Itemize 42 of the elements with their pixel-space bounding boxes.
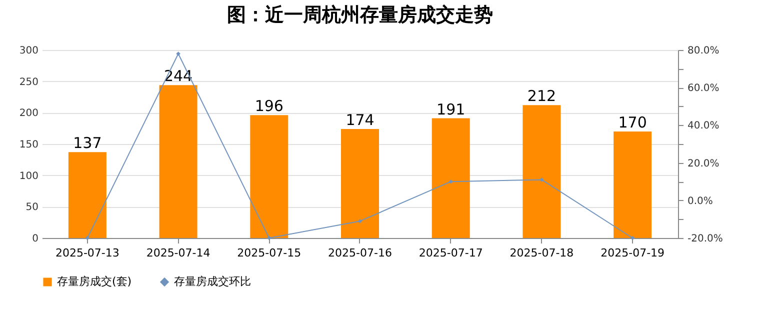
y-tick-label: 0 [32, 234, 38, 244]
chart-title: 图：近一周杭州存量房成交走势 [227, 4, 493, 26]
data-label: 170 [618, 113, 647, 132]
point [540, 178, 544, 182]
x-tick-label: 2025-07-15 [237, 246, 302, 260]
bar [614, 131, 652, 238]
y2-tick-label: -20.0% [688, 234, 723, 244]
y-tick-label: 300 [19, 46, 38, 56]
x-tick-label: 2025-07-19 [600, 246, 665, 260]
y2-tick-label: 80.0% [688, 46, 720, 56]
y2-tick-label: 0.0% [688, 196, 713, 207]
legend-label: 存量房成交(套) [57, 274, 132, 288]
x-tick-label: 2025-07-17 [418, 246, 483, 260]
y-tick-label: 250 [19, 76, 38, 88]
y2-tick-label: 40.0% [688, 120, 720, 132]
x-tick-label: 2025-07-13 [55, 246, 120, 260]
data-label: 196 [254, 97, 284, 116]
data-label: 191 [436, 100, 466, 118]
point [176, 52, 180, 56]
data-label: 212 [527, 87, 556, 106]
y-tick-label: 100 [19, 170, 38, 182]
bar [522, 105, 561, 238]
point [358, 218, 362, 224]
data-label: 137 [73, 134, 102, 152]
bar [68, 152, 106, 238]
point [448, 179, 453, 184]
bar [159, 85, 198, 238]
x-tick-label: 2025-07-14 [146, 246, 210, 260]
y2-tick-label: 20.0% [688, 158, 720, 170]
point [85, 236, 90, 240]
data-label: 174 [346, 110, 374, 129]
x-tick-label: 2025-07-18 [510, 246, 574, 260]
y-tick-label: 150 [19, 140, 38, 150]
legend-label: 存量房成交环比 [174, 274, 251, 288]
y2-tick-label: 60.0% [688, 83, 720, 94]
y-tick-label: 50 [26, 202, 38, 214]
y-tick-label: 200 [19, 108, 38, 120]
bar [250, 115, 288, 238]
x-tick-label: 2025-07-16 [328, 246, 392, 260]
bar [341, 128, 379, 238]
point [630, 236, 635, 240]
bar [432, 118, 470, 238]
